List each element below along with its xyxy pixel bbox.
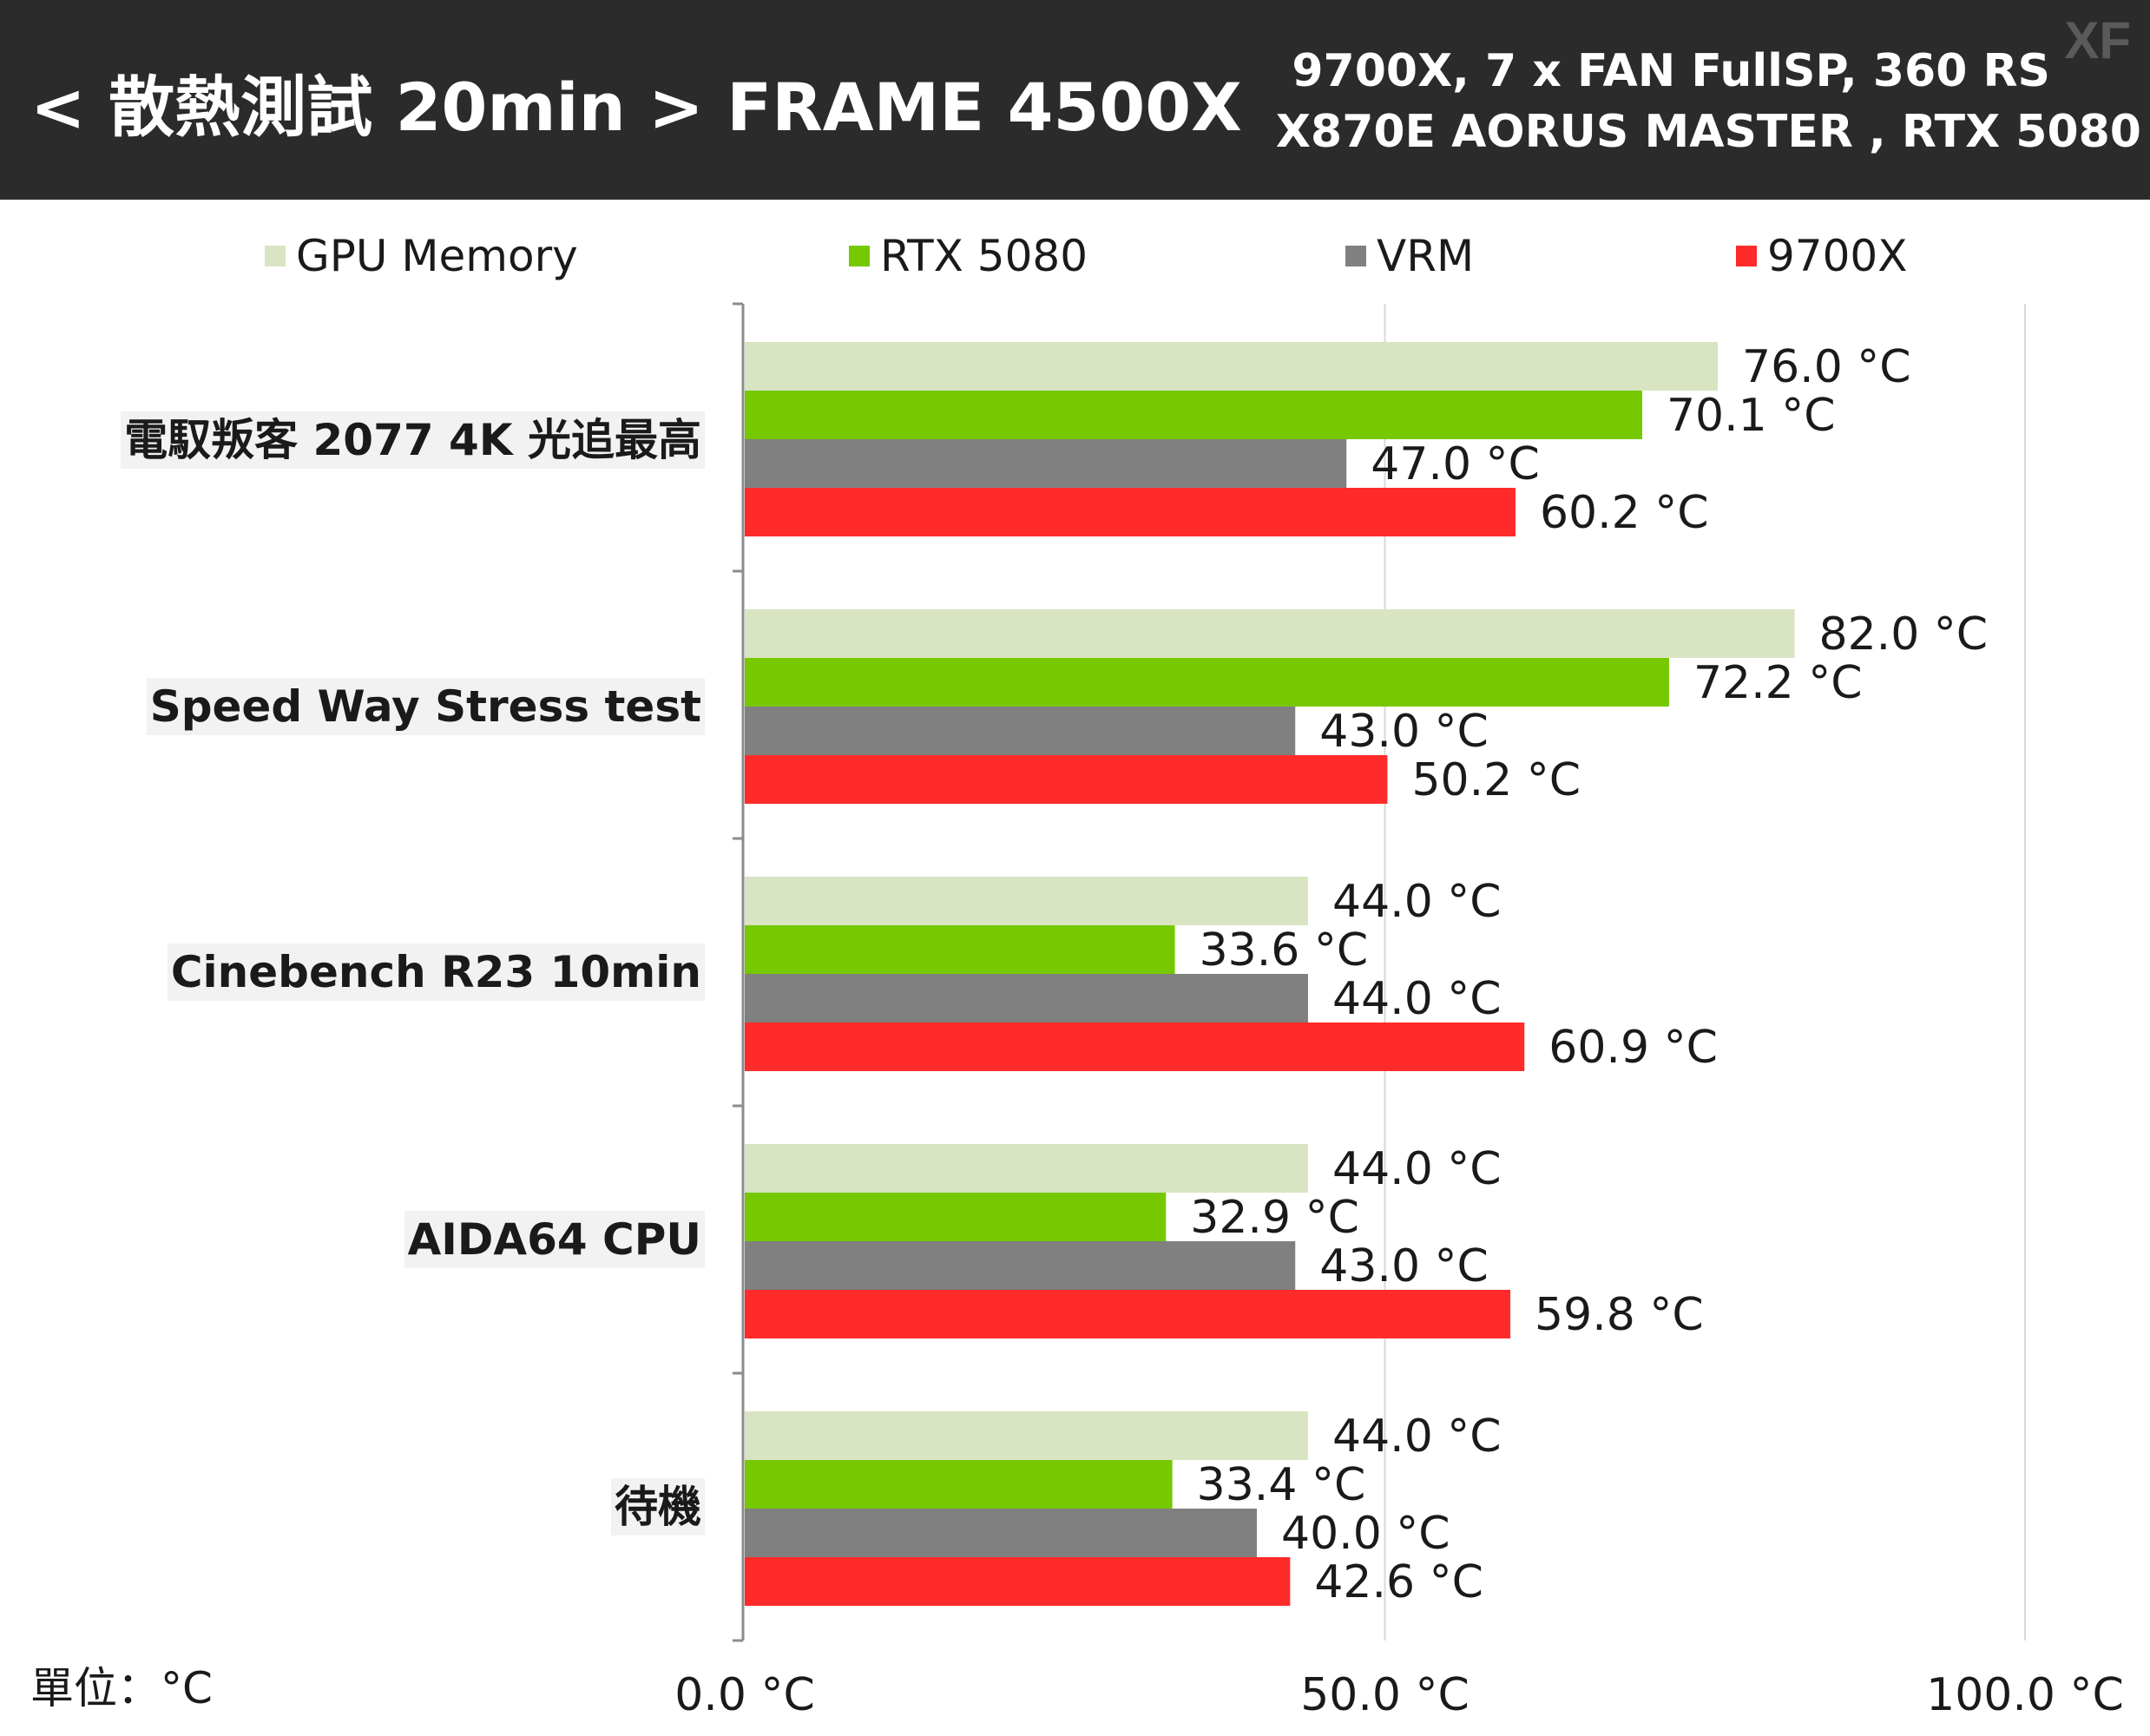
bar-gpu-memory xyxy=(745,1411,1308,1460)
legend-swatch-9700x xyxy=(1736,246,1757,266)
data-label: 33.6 °C xyxy=(1200,924,1369,976)
chart-subtitle-line2: X870E AORUS MASTER , RTX 5080 xyxy=(1275,106,2141,158)
legend-item-9700x: 9700X xyxy=(1736,230,1908,282)
bar-gpu-memory xyxy=(745,342,1718,391)
unit-label: 單位：°C xyxy=(30,1663,213,1713)
bar-rtx-5080 xyxy=(745,658,1669,707)
data-label: 76.0 °C xyxy=(1742,341,1911,393)
data-label: 44.0 °C xyxy=(1332,1143,1502,1195)
bar-9700x xyxy=(745,1290,1511,1338)
bar-9700x xyxy=(745,1557,1291,1606)
bar-vrm xyxy=(745,707,1296,755)
category-label-speed-way: Speed Way Stress test xyxy=(146,678,705,735)
bar-rtx-5080 xyxy=(745,391,1642,439)
bar-9700x xyxy=(745,755,1388,804)
legend-swatch-gpu-memory xyxy=(265,246,286,266)
legend-item-rtx-5080: RTX 5080 xyxy=(849,230,1088,282)
bar-vrm xyxy=(745,439,1347,488)
x-tick-label: 100.0 °C xyxy=(1926,1669,2124,1721)
data-label: 47.0 °C xyxy=(1371,438,1540,490)
bar-gpu-memory xyxy=(745,1144,1308,1193)
legend-swatch-vrm xyxy=(1345,246,1366,266)
data-label: 43.0 °C xyxy=(1319,706,1489,758)
legend-item-vrm: VRM xyxy=(1345,230,1474,282)
bar-vrm xyxy=(745,974,1308,1023)
data-label: 43.0 °C xyxy=(1319,1240,1489,1292)
data-label: 59.8 °C xyxy=(1535,1289,1704,1341)
data-label: 60.2 °C xyxy=(1540,487,1709,539)
data-label: 60.9 °C xyxy=(1548,1022,1718,1074)
data-label: 42.6 °C xyxy=(1314,1556,1483,1608)
legend-label-gpu-memory: GPU Memory xyxy=(296,231,578,281)
bar-gpu-memory xyxy=(745,877,1308,925)
bar-vrm xyxy=(745,1509,1257,1557)
category-label-cinebench: Cinebench R23 10min xyxy=(167,944,705,1001)
data-label: 32.9 °C xyxy=(1190,1192,1359,1244)
watermark-logo: XF xyxy=(2064,11,2131,69)
bar-9700x xyxy=(745,1023,1525,1071)
bar-vrm xyxy=(745,1241,1296,1290)
chart-title: < 散熱測試 20min > FRAME 4500X xyxy=(30,69,1242,146)
legend-label-9700x: 9700X xyxy=(1767,231,1908,281)
category-label-idle: 待機 xyxy=(611,1478,705,1535)
legend-label-vrm: VRM xyxy=(1377,231,1475,281)
data-label: 82.0 °C xyxy=(1819,608,1989,661)
legend-swatch-rtx-5080 xyxy=(849,246,870,266)
bar-rtx-5080 xyxy=(745,1460,1173,1509)
data-label: 72.2 °C xyxy=(1693,657,1863,709)
x-tick-label: 50.0 °C xyxy=(1300,1669,1469,1721)
data-label: 50.2 °C xyxy=(1411,754,1581,806)
data-label: 44.0 °C xyxy=(1332,973,1502,1025)
x-tick-label: 0.0 °C xyxy=(674,1669,815,1721)
data-label: 44.0 °C xyxy=(1332,876,1502,928)
data-label: 40.0 °C xyxy=(1281,1508,1450,1560)
legend-label-rtx-5080: RTX 5080 xyxy=(880,231,1088,281)
legend-item-gpu-memory: GPU Memory xyxy=(265,230,578,282)
bar-rtx-5080 xyxy=(745,925,1175,974)
bar-rtx-5080 xyxy=(745,1193,1167,1241)
data-label: 70.1 °C xyxy=(1667,390,1836,442)
header-bar: < 散熱測試 20min > FRAME 4500X 9700X, 7 x FA… xyxy=(0,0,2150,200)
data-label: 44.0 °C xyxy=(1332,1410,1502,1463)
category-label-cyberpunk: 電馭叛客 2077 4K 光追最高 xyxy=(121,411,705,469)
bar-9700x xyxy=(745,488,1516,536)
chart-subtitle-line1: 9700X, 7 x FAN FullSP, 360 RS xyxy=(1292,45,2050,97)
category-label-aida64: AIDA64 CPU xyxy=(404,1211,705,1268)
data-label: 33.4 °C xyxy=(1197,1459,1366,1511)
bar-gpu-memory xyxy=(745,609,1795,658)
